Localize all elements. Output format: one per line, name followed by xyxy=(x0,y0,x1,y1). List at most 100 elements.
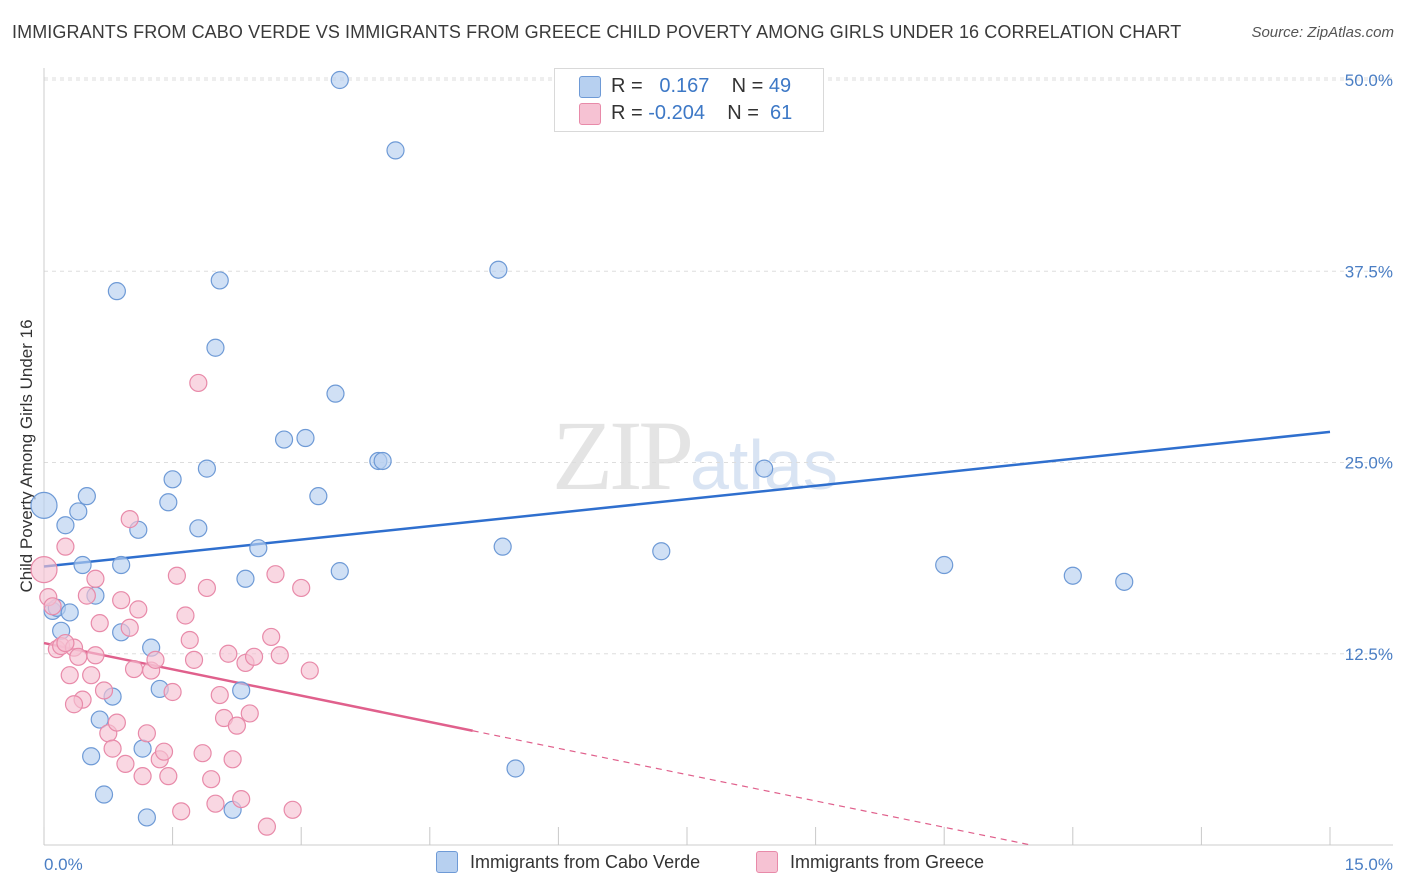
point-cabo-verde xyxy=(489,260,508,279)
point-cabo-verde xyxy=(189,519,208,538)
legend-r-value: 0.167 xyxy=(659,75,710,97)
point-cabo-verde xyxy=(56,516,75,535)
point-cabo-verde xyxy=(330,70,349,90)
point-cabo-verde xyxy=(210,271,229,290)
point-greece xyxy=(133,767,152,786)
point-cabo-verde xyxy=(296,428,315,448)
legend-n-value: 61 xyxy=(770,102,793,124)
point-greece xyxy=(172,802,191,821)
legend-row-cabo-verde: R = 0.167 N = 49 xyxy=(579,75,791,101)
bottom-legend-greece: Immigrants from Greece xyxy=(756,850,985,873)
point-cabo-verde xyxy=(249,539,268,558)
point-cabo-verde xyxy=(755,459,774,478)
point-greece xyxy=(82,666,101,685)
legend-r-label: R = xyxy=(611,102,643,124)
bottom-legend-label: Immigrants from Cabo Verde xyxy=(470,852,701,872)
point-greece xyxy=(167,566,186,585)
point-greece xyxy=(159,767,178,786)
point-greece xyxy=(283,800,302,819)
legend-r-value: -0.204 xyxy=(648,102,705,124)
point-greece xyxy=(197,578,216,598)
legend-swatch-cabo-verde xyxy=(579,75,601,98)
point-greece xyxy=(262,627,281,647)
watermark-zip: ZIP xyxy=(552,400,694,511)
point-cabo-verde xyxy=(107,282,126,301)
x-tick-label: 15.0% xyxy=(1345,855,1393,874)
point-cabo-verde xyxy=(386,141,405,160)
point-greece xyxy=(56,537,75,556)
point-greece xyxy=(86,646,105,665)
point-cabo-verde xyxy=(159,493,178,512)
point-greece xyxy=(90,614,109,633)
legend-n-label: N = xyxy=(727,102,759,124)
point-greece xyxy=(120,618,139,637)
point-greece xyxy=(107,713,126,732)
point-greece xyxy=(206,794,225,813)
point-cabo-verde xyxy=(232,681,251,700)
point-cabo-verde xyxy=(1115,572,1134,591)
point-cabo-verde xyxy=(652,542,671,561)
point-cabo-verde xyxy=(373,451,392,471)
point-cabo-verde xyxy=(133,739,152,758)
point-cabo-verde xyxy=(236,569,255,588)
x-tick-label: 0.0% xyxy=(44,855,83,874)
point-greece xyxy=(202,770,221,789)
point-greece xyxy=(266,565,285,584)
point-greece xyxy=(124,659,144,679)
point-cabo-verde xyxy=(206,338,225,357)
point-cabo-verde xyxy=(309,487,328,506)
legend-n-label: N = xyxy=(731,75,764,97)
point-greece xyxy=(120,510,139,529)
trend-line-cabo-verde xyxy=(43,430,1331,568)
point-cabo-verde xyxy=(94,785,114,804)
bottom-legend-label: Immigrants from Greece xyxy=(790,852,985,872)
point-cabo-verde xyxy=(935,555,954,575)
point-greece xyxy=(232,789,251,809)
trend-line-extension-greece xyxy=(472,730,1032,846)
trend-line-greece xyxy=(43,641,473,732)
point-greece xyxy=(112,591,131,610)
tick-labels: 12.5% 25.0% 37.5% 50.0% 0.0% 15.0% xyxy=(44,71,1393,874)
point-greece xyxy=(184,650,204,669)
source-credit: Source: ZipAtlas.com xyxy=(1251,24,1394,41)
bottom-legend-swatch-cabo-verde xyxy=(436,850,458,873)
data-points xyxy=(30,70,1134,836)
y-tick-label: 25.0% xyxy=(1345,454,1393,473)
point-greece xyxy=(77,586,96,605)
point-greece xyxy=(180,630,199,650)
point-greece xyxy=(60,666,79,685)
point-greece xyxy=(43,597,62,616)
point-greece xyxy=(64,695,84,714)
point-cabo-verde xyxy=(30,491,58,519)
point-greece xyxy=(176,606,195,625)
point-cabo-verde xyxy=(330,562,349,581)
bottom-legend-swatch-greece xyxy=(756,850,778,873)
point-cabo-verde xyxy=(506,759,525,778)
legend-row-greece: R = -0.204 N = 61 xyxy=(579,102,792,128)
point-greece xyxy=(257,817,277,836)
point-cabo-verde xyxy=(112,555,131,575)
point-greece xyxy=(227,716,246,735)
point-greece xyxy=(292,578,311,598)
point-greece xyxy=(154,742,174,761)
point-greece xyxy=(94,681,114,700)
point-greece xyxy=(137,724,156,743)
y-tick-label: 12.5% xyxy=(1345,645,1393,664)
point-cabo-verde xyxy=(90,710,109,729)
point-cabo-verde xyxy=(274,430,294,449)
point-greece xyxy=(56,633,75,653)
gridlines xyxy=(44,77,1392,655)
point-cabo-verde xyxy=(69,502,88,521)
point-greece xyxy=(69,647,88,666)
point-greece xyxy=(146,650,165,669)
point-greece xyxy=(189,373,208,393)
trend-lines xyxy=(43,430,1331,846)
point-greece xyxy=(219,644,238,663)
point-greece xyxy=(86,569,105,588)
point-greece xyxy=(129,600,148,619)
point-greece xyxy=(30,555,58,584)
point-greece xyxy=(116,754,135,774)
point-greece xyxy=(193,744,212,763)
y-tick-label: 50.0% xyxy=(1345,71,1393,90)
